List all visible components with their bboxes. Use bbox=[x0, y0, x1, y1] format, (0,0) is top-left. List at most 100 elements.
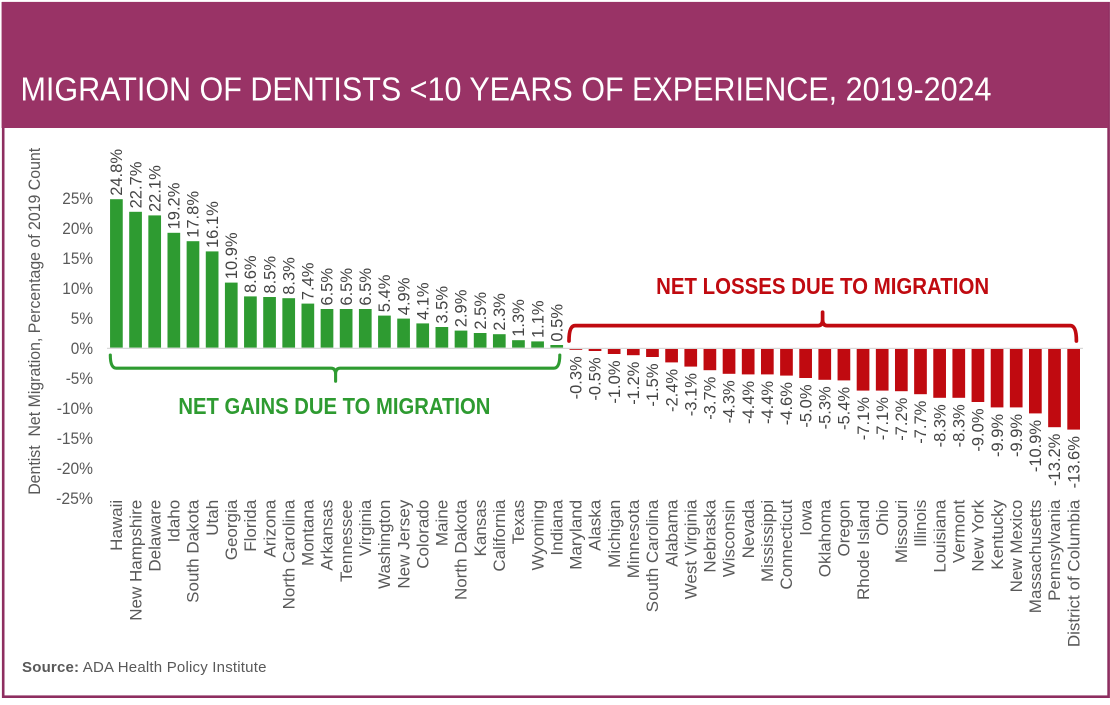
svg-text:-0.5%: -0.5% bbox=[587, 357, 605, 400]
svg-text:Arkansas: Arkansas bbox=[318, 500, 337, 571]
svg-text:22.7%: 22.7% bbox=[127, 161, 145, 208]
svg-text:New Jersey: New Jersey bbox=[394, 499, 413, 588]
svg-text:Ohio: Ohio bbox=[873, 500, 892, 536]
svg-text:6.5%: 6.5% bbox=[357, 268, 375, 306]
svg-text:10.9%: 10.9% bbox=[223, 232, 241, 279]
svg-text:5.4%: 5.4% bbox=[376, 274, 394, 312]
svg-text:-3.7%: -3.7% bbox=[702, 376, 720, 419]
svg-text:-1.2%: -1.2% bbox=[625, 361, 643, 404]
svg-text:Georgia: Georgia bbox=[222, 499, 241, 560]
svg-text:Kansas: Kansas bbox=[471, 500, 490, 557]
svg-text:5%: 5% bbox=[71, 309, 93, 328]
svg-text:Colorado: Colorado bbox=[413, 500, 432, 569]
svg-text:South Carolina: South Carolina bbox=[643, 499, 662, 612]
svg-text:19.2%: 19.2% bbox=[166, 182, 184, 229]
svg-text:Utah: Utah bbox=[203, 500, 222, 536]
svg-text:Illinois: Illinois bbox=[911, 500, 930, 547]
svg-text:-10.9%: -10.9% bbox=[1027, 420, 1045, 473]
svg-text:16.1%: 16.1% bbox=[204, 201, 222, 248]
svg-text:-1.5%: -1.5% bbox=[644, 363, 662, 406]
svg-text:-7.7%: -7.7% bbox=[912, 400, 930, 443]
svg-text:-5%: -5% bbox=[66, 369, 93, 388]
svg-text:6.5%: 6.5% bbox=[338, 268, 356, 306]
svg-text:7.4%: 7.4% bbox=[300, 262, 318, 300]
svg-text:-4.4%: -4.4% bbox=[759, 381, 777, 424]
svg-text:-7.2%: -7.2% bbox=[893, 397, 911, 440]
svg-text:-13.6%: -13.6% bbox=[1065, 436, 1083, 489]
svg-text:Maine: Maine bbox=[433, 500, 452, 546]
svg-text:8.5%: 8.5% bbox=[261, 256, 279, 294]
svg-text:2.9%: 2.9% bbox=[453, 289, 471, 327]
svg-text:1.3%: 1.3% bbox=[510, 299, 528, 337]
svg-text:Iowa: Iowa bbox=[796, 499, 815, 535]
svg-text:-15%: -15% bbox=[57, 429, 93, 448]
svg-text:Texas: Texas bbox=[509, 500, 528, 544]
svg-text:Louisiana: Louisiana bbox=[930, 499, 949, 572]
svg-text:Minnesota: Minnesota bbox=[624, 499, 643, 578]
svg-text:20%: 20% bbox=[62, 219, 93, 238]
svg-text:10%: 10% bbox=[62, 279, 93, 298]
svg-text:17.8%: 17.8% bbox=[185, 191, 203, 238]
svg-text:Kentucky: Kentucky bbox=[988, 499, 1007, 569]
svg-text:Mississippi: Mississippi bbox=[758, 500, 777, 582]
svg-text:Wisconsin: Wisconsin bbox=[720, 500, 739, 577]
svg-text:Nevada: Nevada bbox=[739, 499, 758, 558]
svg-text:NET GAINS DUE TO MIGRATION: NET GAINS DUE TO MIGRATION bbox=[178, 393, 490, 419]
svg-text:Connecticut: Connecticut bbox=[777, 500, 796, 590]
svg-text:North Dakota: North Dakota bbox=[452, 499, 471, 600]
svg-text:-4.4%: -4.4% bbox=[740, 381, 758, 424]
svg-text:24.8%: 24.8% bbox=[108, 149, 126, 196]
svg-text:Delaware: Delaware bbox=[145, 500, 164, 572]
svg-text:-13.2%: -13.2% bbox=[1046, 433, 1064, 486]
svg-text:Indiana: Indiana bbox=[547, 499, 566, 555]
svg-text:4.9%: 4.9% bbox=[395, 277, 413, 315]
svg-text:New Mexico: New Mexico bbox=[1007, 500, 1026, 593]
svg-text:2.3%: 2.3% bbox=[491, 293, 509, 331]
svg-text:25%: 25% bbox=[62, 189, 93, 208]
svg-text:Virginia: Virginia bbox=[356, 499, 375, 556]
svg-text:3.5%: 3.5% bbox=[434, 286, 452, 324]
svg-text:Florida: Florida bbox=[241, 499, 260, 552]
svg-text:Maryland: Maryland bbox=[567, 500, 586, 570]
svg-text:Alaska: Alaska bbox=[586, 499, 605, 551]
svg-text:Dentist Net Migration, Percen: Dentist Net Migration, Percentage of 201… bbox=[26, 147, 44, 494]
svg-text:Wyoming: Wyoming bbox=[528, 500, 547, 571]
svg-text:District of Columbia: District of Columbia bbox=[1064, 499, 1083, 647]
svg-text:-3.1%: -3.1% bbox=[682, 373, 700, 416]
svg-text:Pennsylvania: Pennsylvania bbox=[1045, 499, 1064, 601]
svg-text:-1.0%: -1.0% bbox=[606, 360, 624, 403]
svg-text:-10%: -10% bbox=[57, 399, 93, 418]
svg-text:-7.1%: -7.1% bbox=[855, 397, 873, 440]
svg-text:-4.3%: -4.3% bbox=[721, 380, 739, 423]
svg-text:Massachusetts: Massachusetts bbox=[1026, 500, 1045, 613]
svg-text:4.1%: 4.1% bbox=[414, 282, 432, 320]
svg-text:Source: ADA Health Policy Inst: Source: ADA Health Policy Institute bbox=[22, 659, 267, 676]
svg-text:Idaho: Idaho bbox=[165, 500, 184, 543]
svg-text:6.5%: 6.5% bbox=[319, 268, 337, 306]
svg-text:Alabama: Alabama bbox=[662, 499, 681, 567]
svg-text:NET LOSSES DUE TO MIGRATION: NET LOSSES DUE TO MIGRATION bbox=[656, 273, 989, 299]
svg-text:-8.3%: -8.3% bbox=[931, 404, 949, 447]
svg-text:-25%: -25% bbox=[56, 489, 93, 508]
svg-text:-2.4%: -2.4% bbox=[663, 369, 681, 412]
svg-text:North Carolina: North Carolina bbox=[279, 499, 298, 609]
svg-text:South Dakota: South Dakota bbox=[184, 499, 203, 603]
svg-text:Missouri: Missouri bbox=[892, 500, 911, 563]
svg-text:0%: 0% bbox=[71, 339, 93, 358]
svg-text:Montana: Montana bbox=[299, 499, 318, 566]
svg-text:Oklahoma: Oklahoma bbox=[815, 499, 834, 577]
svg-text:22.1%: 22.1% bbox=[146, 165, 164, 212]
svg-text:-9.9%: -9.9% bbox=[989, 414, 1007, 457]
svg-text:Washington: Washington bbox=[375, 500, 394, 589]
svg-text:Rhode Island: Rhode Island bbox=[854, 500, 873, 600]
svg-text:New Hampshire: New Hampshire bbox=[126, 500, 145, 621]
svg-text:2.5%: 2.5% bbox=[472, 292, 490, 330]
svg-text:Michigan: Michigan bbox=[605, 500, 624, 568]
svg-text:8.3%: 8.3% bbox=[280, 257, 298, 295]
svg-text:New York: New York bbox=[969, 499, 988, 571]
svg-text:MIGRATION OF DENTISTS <10 YEAR: MIGRATION OF DENTISTS <10 YEARS OF EXPER… bbox=[21, 71, 992, 108]
svg-text:Arizona: Arizona bbox=[260, 499, 279, 557]
svg-text:Hawaii: Hawaii bbox=[107, 500, 126, 551]
svg-text:-9.9%: -9.9% bbox=[1008, 414, 1026, 457]
svg-text:0.5%: 0.5% bbox=[548, 304, 566, 342]
